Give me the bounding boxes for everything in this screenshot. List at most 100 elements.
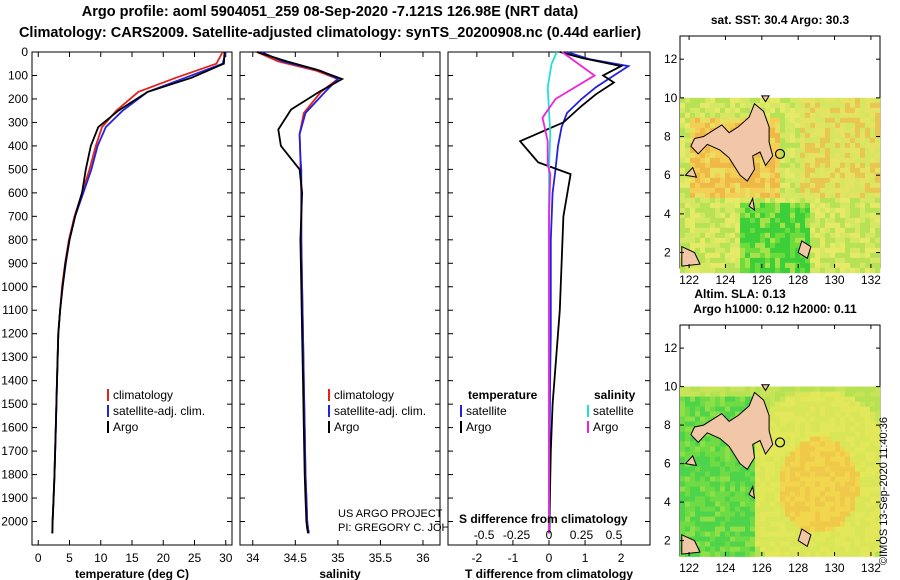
map-cell [850,222,856,229]
map-cell [755,217,761,224]
map-cell [705,496,711,502]
map-cell [700,182,706,189]
map-cell [810,157,816,164]
map-cell [735,396,741,402]
map-cell [710,516,716,522]
map-cell [735,471,741,477]
map-cell [745,252,751,259]
map-cell [865,551,871,557]
map-cell [705,471,711,477]
map-cell [680,506,686,512]
salinity-frame [239,51,441,546]
map-cell [825,456,831,462]
map-cell [780,242,786,249]
map-cell [735,506,741,512]
map-cell [785,202,791,209]
map-cell [735,536,741,542]
map-cell [690,451,696,457]
map-cell [870,232,876,239]
map-cell [800,197,806,204]
map-cell [735,386,741,392]
map-cell [800,182,806,189]
map-cell [865,446,871,452]
map-cell [820,411,826,417]
map-cell [790,551,796,557]
map-cell [680,531,686,537]
map-cell [735,202,741,209]
map-cell [870,501,876,507]
map-cell [700,406,706,412]
map-cell [755,471,761,477]
map-cell [775,501,781,507]
map-cell [725,172,731,179]
map-cell [780,97,786,104]
x-axis-label: salinity [319,567,361,580]
legend-label: satellite-adj. clim. [113,404,205,418]
map-cell [685,232,691,239]
map-cell [685,531,691,537]
map-cell [680,491,686,497]
map-cell [865,511,871,517]
map-cell [720,461,726,467]
map-cell [715,102,721,109]
map-cell [845,391,851,397]
map-cell [685,481,691,487]
map-cell [805,267,811,274]
map-cell [700,112,706,119]
map-cell [865,157,871,164]
map-cell [875,187,881,194]
map-cell [775,531,781,537]
map-cell [700,396,706,402]
map-cell [830,456,836,462]
map-cell [690,486,696,492]
map-cell [835,536,841,542]
map-cell [715,212,721,219]
map-cell [850,421,856,427]
map-cell [750,546,756,552]
y-tick-label: 6 [664,168,671,182]
map-cell [805,486,811,492]
map-cell [810,516,816,522]
map-cell [710,267,716,274]
map-cell [875,486,881,492]
map-cell [720,222,726,229]
map-cell [790,521,796,527]
map-cell [770,496,776,502]
map-cell [735,207,741,214]
map-cell [755,531,761,537]
map-cell [755,207,761,214]
map-cell [845,227,851,234]
map-cell [860,501,866,507]
map-cell [820,177,826,184]
map-cell [815,102,821,109]
map-cell [820,147,826,154]
map-cell [825,177,831,184]
map-cell [825,491,831,497]
map-cell [850,526,856,532]
map-cell [745,391,751,397]
map-cell [750,102,756,109]
map-cell [875,127,881,134]
map-cell [830,227,836,234]
map-cell [785,436,791,442]
map-cell [735,232,741,239]
map-cell [720,441,726,447]
map-cell [875,506,881,512]
map-cell [785,157,791,164]
map-cell [830,496,836,502]
map-cell [680,496,686,502]
map-cell [830,426,836,432]
map-cell [750,496,756,502]
map-cell [730,391,736,397]
map-cell [680,476,686,482]
map-cell [725,551,731,557]
map-cell [750,172,756,179]
map-cell [695,446,701,452]
map-cell [715,476,721,482]
map-cell [710,157,716,164]
map-cell [825,506,831,512]
map-cell [815,267,821,274]
y-tick-label: 1700 [1,444,28,458]
map-cell [795,451,801,457]
map-cell [810,222,816,229]
